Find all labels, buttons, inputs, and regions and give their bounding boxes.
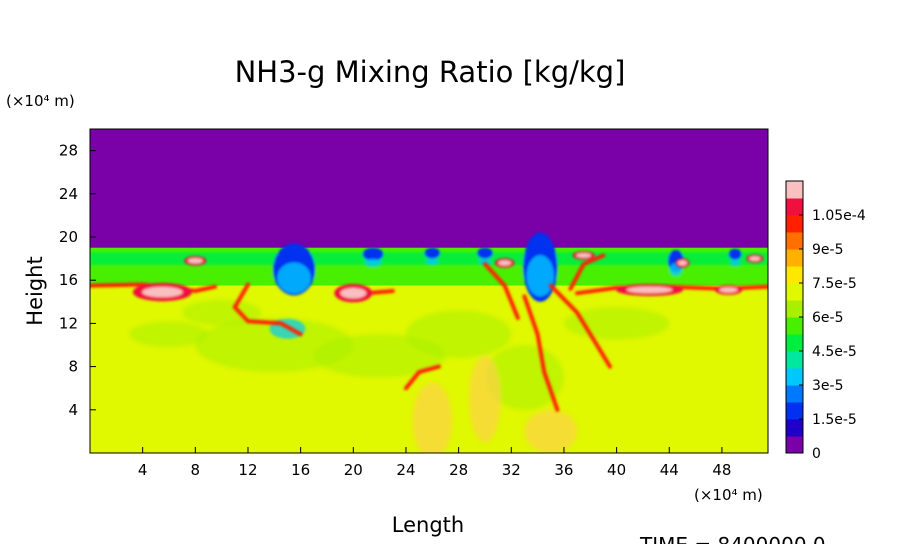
boundary-dip-cyan [277,262,311,294]
boundary-dip-cyan [425,258,439,266]
band-structure [90,232,768,339]
texture-plume [412,382,453,453]
y-tick-label: 8 [68,358,78,376]
red-filament [568,253,606,291]
colorbar-tick-label: 1.5e-5 [812,412,857,428]
boundary-dip [362,247,384,261]
texture-patch [195,318,354,372]
x-tick-label: 28 [449,461,468,479]
texture-patch [129,321,209,348]
x-ticks: 4 8 12 16 20 24 28 32 36 40 44 48 [138,447,731,479]
texture-plume [524,409,578,453]
colorbar-swatch [786,351,803,369]
colorbar-swatch [786,283,803,301]
colorbar-tick-label: 0 [812,446,821,462]
y-ticks: 4 8 12 16 20 24 28 [59,142,96,419]
colorbar-swatch [786,334,803,352]
texture-plume [469,355,501,443]
pale-core [626,286,673,294]
texture-patch [563,307,670,340]
y-tick-label: 28 [59,142,78,160]
boundary-dip [728,248,742,260]
boundary-dip-cyan [364,259,382,267]
boundary-dip-cyan [478,258,492,266]
y-unit-label: (×10⁴ m) [6,92,75,110]
time-label: TIME = 8400000.0 [639,533,826,544]
band-strip-lime [90,267,768,281]
red-filament [522,294,560,412]
colorbar-swatch [786,232,803,250]
boundary-dip-cyan [526,255,554,297]
plot-area [90,129,768,453]
colorbar-swatch [786,402,803,420]
red-filament [483,262,520,320]
x-unit-label: (×10⁴ m) [694,486,763,504]
y-tick-label: 12 [59,314,78,332]
x-tick-label: 20 [344,461,363,479]
colorbar-swatch [786,266,803,284]
x-axis-title: Length [392,513,464,537]
red-filament [404,364,441,391]
colorbar-tick-label: 3e-5 [812,378,843,394]
colorbar-tick-label: 1.05e-4 [812,208,866,224]
texture-patch [182,299,262,326]
y-tick-label: 16 [59,271,78,289]
colorbar-swatch [786,368,803,386]
colorbar-tick-label: 6e-5 [812,310,843,326]
y-tick-label: 4 [68,401,78,419]
pale-core [340,287,367,299]
pale-core [187,258,203,264]
x-tick-label: 16 [291,461,310,479]
x-tick-label: 12 [238,461,257,479]
x-tick-label: 24 [396,461,415,479]
y-tick-label: 20 [59,228,78,246]
red-filament [548,283,612,369]
x-tick-label: 4 [138,461,148,479]
pale-core [576,253,592,258]
colorbar-swatch [786,215,803,233]
y-axis-title: Height [23,256,47,325]
x-tick-label: 40 [607,461,626,479]
x-tick-label: 32 [502,461,521,479]
boundary-dip [424,247,441,259]
chart-title: NH3-g Mixing Ratio [kg/kg] [235,55,626,89]
pale-core [677,260,688,266]
colorbar-swatch [786,436,803,454]
field-upper-region [90,129,768,248]
colorbar-swatch [786,198,803,216]
x-tick-label: 44 [660,461,679,479]
plot-frame [89,128,769,454]
colorbar-tick-label: 4.5e-5 [812,344,857,360]
x-tick-label: 48 [712,461,731,479]
colorbar-swatch [786,181,803,199]
colorbar-ticks: 1.05e-4 9e-5 7.5e-5 6e-5 4.5e-5 3e-5 1.5e-5 0 [799,208,866,462]
colorbar [785,180,804,454]
x-tick-label: 8 [191,461,201,479]
pale-core [498,260,512,266]
pale-core [749,256,761,261]
colorbar-swatch [786,300,803,318]
colorbar-tick-label: 7.5e-5 [812,276,857,292]
y-tick-label: 24 [59,185,78,203]
colorbar-swatch [786,317,803,335]
boundary-dip [477,247,493,259]
red-filaments [90,251,768,412]
x-tick-label: 36 [554,461,573,479]
red-filament [232,282,303,337]
colorbar-swatch [786,249,803,267]
colorbar-tick-label: 9e-5 [812,242,843,258]
texture-patch [405,310,512,358]
colorbar-swatch [786,385,803,403]
pale-core [142,286,183,298]
pale-core [719,287,738,293]
boundary-dip-cyan [729,259,741,267]
colorbar-swatch [786,419,803,437]
